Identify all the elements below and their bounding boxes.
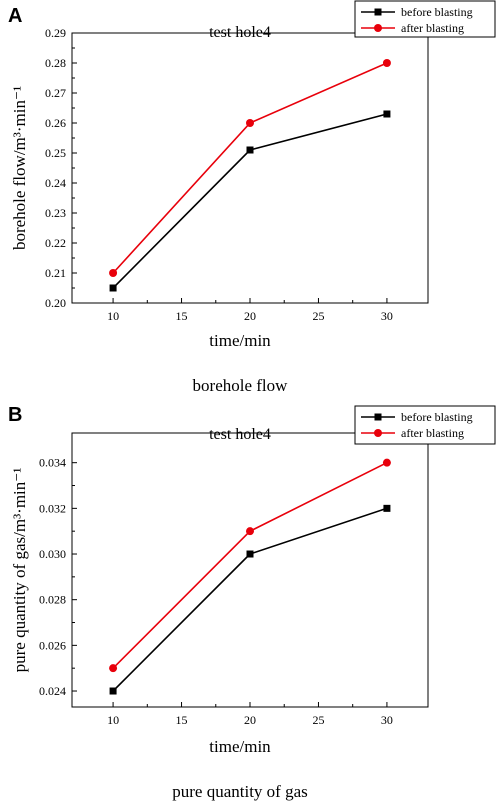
- legend-label-after-blasting: after blasting: [401, 426, 464, 440]
- y-tick-label: 0.034: [39, 456, 66, 470]
- legend-box: [354, 405, 496, 445]
- x-tick-label: 30: [381, 309, 393, 323]
- data-point-after-blasting: [246, 527, 254, 536]
- x-tick-label: 25: [312, 309, 324, 323]
- legend-label-after-blasting: after blasting: [401, 21, 464, 35]
- series-line-after-blasting: [112, 461, 388, 669]
- legend-label-before-blasting: before blasting: [401, 410, 473, 424]
- x-tick-label: 15: [176, 713, 188, 727]
- chart-title: test hole4: [209, 426, 271, 443]
- y-tick-label: 0.024: [39, 684, 66, 698]
- y-tick-label: 0.030: [39, 547, 66, 561]
- y-tick-label: 0.026: [39, 638, 66, 652]
- panel-letter: A: [8, 5, 22, 27]
- y-tick-label: 0.25: [45, 146, 66, 160]
- legend-marker-before-blasting: [374, 413, 382, 421]
- x-tick-label: 20: [244, 713, 256, 727]
- x-tick-label: 20: [244, 309, 256, 323]
- y-tick-label: 0.24: [45, 176, 66, 190]
- chart-title: test hole4: [209, 24, 271, 41]
- x-axis-title: time/min: [209, 737, 271, 756]
- y-tick-label: 0.21: [45, 266, 66, 280]
- data-point-before-blasting: [383, 110, 391, 118]
- data-point-before-blasting: [246, 550, 254, 558]
- legend-marker-after-blasting: [374, 24, 382, 32]
- y-tick-label: 0.23: [45, 206, 66, 220]
- data-point-after-blasting: [109, 664, 118, 673]
- data-point-before-blasting: [246, 146, 254, 154]
- y-axis-title: borehole flow/m³·min⁻¹: [10, 86, 29, 250]
- x-tick-label: 15: [176, 309, 188, 323]
- plot-frame: [71, 432, 429, 708]
- y-tick-label: 0.29: [45, 26, 66, 40]
- y-tick-label: 0.26: [45, 116, 66, 130]
- series-line-before-blasting: [112, 507, 388, 692]
- panel-caption: borehole flow: [193, 376, 289, 395]
- legend-marker-after-blasting: [374, 429, 382, 437]
- plot-frame: [71, 32, 429, 304]
- series-line-before-blasting: [112, 113, 388, 289]
- x-tick-label: 30: [381, 713, 393, 727]
- data-point-before-blasting: [109, 687, 117, 695]
- y-tick-label: 0.028: [39, 593, 66, 607]
- legend-marker-before-blasting: [374, 8, 382, 16]
- y-tick-label: 0.22: [45, 236, 66, 250]
- panel-letter: B: [8, 404, 22, 426]
- x-tick-label: 10: [107, 309, 119, 323]
- x-tick-label: 25: [312, 713, 324, 727]
- legend: before blasting after blasting: [354, 0, 496, 38]
- legend-label-before-blasting: before blasting: [401, 5, 473, 19]
- y-tick-label: 0.27: [45, 86, 66, 100]
- x-tick-label: 10: [107, 713, 119, 727]
- data-point-after-blasting: [382, 59, 391, 67]
- data-point-before-blasting: [383, 504, 391, 512]
- data-point-before-blasting: [109, 284, 117, 292]
- panel-caption: pure quantity of gas: [172, 782, 308, 801]
- y-tick-label: 0.20: [45, 296, 66, 310]
- data-point-after-blasting: [382, 458, 391, 467]
- y-tick-label: 0.032: [39, 501, 66, 515]
- y-axis-title: pure quantity of gas/m³·min⁻¹: [10, 468, 29, 673]
- data-point-after-blasting: [246, 119, 254, 127]
- series-line-after-blasting: [112, 62, 388, 274]
- legend: before blasting after blasting: [354, 405, 496, 445]
- y-tick-label: 0.28: [45, 56, 66, 70]
- data-point-after-blasting: [109, 269, 118, 277]
- x-axis-title: time/min: [209, 331, 271, 350]
